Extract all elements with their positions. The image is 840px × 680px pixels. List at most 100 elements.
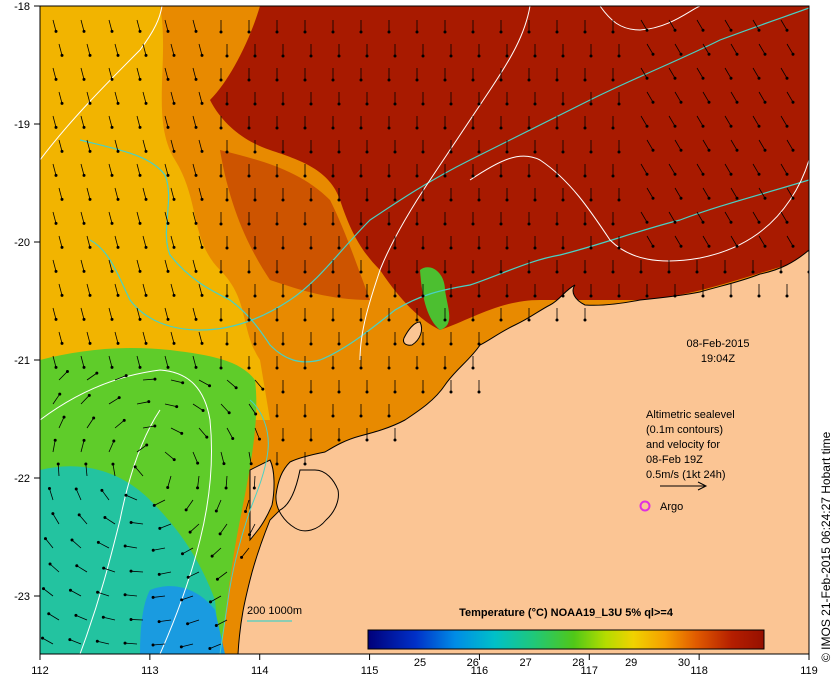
velocity-arrow xyxy=(337,428,341,442)
velocity-arrow xyxy=(157,571,172,576)
velocity-arrow xyxy=(611,212,615,226)
velocity-arrow xyxy=(136,400,151,405)
velocity-arrow xyxy=(808,68,809,69)
velocity-arrow xyxy=(640,211,649,224)
velocity-arrow xyxy=(555,164,559,178)
velocity-arrow xyxy=(415,20,419,34)
sealevel-contour xyxy=(359,6,531,361)
velocity-arrow xyxy=(533,44,537,58)
bathymetry-contour-inner xyxy=(219,399,269,654)
velocity-arrow xyxy=(779,260,783,274)
sealevel-contour xyxy=(599,6,701,31)
velocity-arrow xyxy=(198,139,204,153)
legend-line: (0.1m contours) xyxy=(646,424,723,436)
velocity-arrow xyxy=(192,355,198,369)
velocity-arrow xyxy=(164,115,170,129)
velocity-arrow xyxy=(80,67,86,81)
velocity-arrow xyxy=(331,20,335,34)
velocity-arrow xyxy=(359,260,363,274)
velocity-arrow xyxy=(337,236,341,250)
velocity-arrow xyxy=(303,164,307,178)
velocity-arrow xyxy=(309,92,313,106)
velocity-arrow xyxy=(58,43,64,57)
bathymetry-legend-label: 200 1000m xyxy=(247,605,302,617)
velocity-arrow xyxy=(100,488,110,501)
velocity-arrow xyxy=(387,20,391,34)
velocity-arrow xyxy=(365,140,369,154)
altimetry-legend: Altimetric sealevel (0.1m contours) and … xyxy=(639,409,735,513)
velocity-arrow xyxy=(365,380,369,394)
velocity-arrow xyxy=(505,236,509,250)
velocity-arrow xyxy=(724,67,733,80)
velocity-arrow xyxy=(170,283,176,297)
velocity-arrow xyxy=(583,212,587,226)
velocity-arrow xyxy=(281,332,285,346)
x-tick-label: 114 xyxy=(251,665,269,677)
velocity-arrow xyxy=(281,140,285,154)
velocity-arrow xyxy=(505,140,509,154)
velocity-arrow xyxy=(758,43,767,56)
velocity-arrow xyxy=(151,547,166,552)
velocity-arrow xyxy=(589,44,593,58)
velocity-arrow xyxy=(111,462,116,477)
velocity-arrow xyxy=(337,380,341,394)
velocity-arrow xyxy=(589,140,593,154)
velocity-arrow xyxy=(281,380,285,394)
velocity-arrow xyxy=(281,428,285,442)
velocity-arrow xyxy=(808,164,809,165)
velocity-arrow xyxy=(47,612,60,621)
velocity-arrow xyxy=(102,566,116,573)
velocity-arrow xyxy=(103,515,116,525)
velocity-arrow xyxy=(477,140,481,154)
velocity-arrow xyxy=(52,438,57,453)
colorbar-tick-label: 27 xyxy=(519,657,531,669)
velocity-arrow xyxy=(365,332,369,346)
velocity-arrow xyxy=(695,260,699,274)
velocity-arrow xyxy=(415,308,419,322)
velocity-arrow xyxy=(421,236,425,250)
velocity-arrow xyxy=(758,187,767,200)
velocity-arrow xyxy=(275,452,279,466)
velocity-arrow xyxy=(611,68,615,82)
velocity-arrow xyxy=(281,236,285,250)
velocity-arrow xyxy=(303,356,307,370)
velocity-arrow xyxy=(303,68,307,82)
velocity-arrow xyxy=(275,212,279,226)
velocity-arrow xyxy=(108,396,121,405)
velocity-arrow xyxy=(225,188,229,202)
velocity-arrow xyxy=(617,44,621,58)
velocity-arrow xyxy=(758,235,767,248)
velocity-arrow xyxy=(668,115,677,128)
velocity-arrow xyxy=(52,67,58,81)
velocity-arrow xyxy=(253,44,257,58)
velocity-arrow xyxy=(337,332,341,346)
x-tick-label: 115 xyxy=(361,665,379,677)
colorbar-tick-label: 29 xyxy=(625,657,637,669)
velocity-arrow xyxy=(80,355,86,369)
velocity-arrow xyxy=(56,462,60,477)
velocity-arrow xyxy=(443,260,447,274)
velocity-arrow xyxy=(443,308,447,322)
colorbar-gradient xyxy=(367,629,765,650)
velocity-arrow xyxy=(309,236,313,250)
bathymetry-legend: 200 1000m xyxy=(247,605,302,622)
velocity-arrow xyxy=(331,356,335,370)
velocity-arrow xyxy=(192,259,198,273)
image-date: 08-Feb-2015 xyxy=(687,338,750,350)
velocity-arrow xyxy=(393,428,397,442)
velocity-arrow xyxy=(421,140,425,154)
velocity-arrow xyxy=(52,259,58,273)
velocity-arrow xyxy=(415,164,419,178)
velocity-arrow xyxy=(724,19,733,32)
velocity-arrow xyxy=(84,462,88,477)
bathymetry-contour-200m xyxy=(79,139,809,363)
velocity-arrow xyxy=(219,308,223,322)
velocity-arrow xyxy=(780,19,789,32)
velocity-arrow xyxy=(226,379,238,390)
legend-line: 08-Feb 19Z xyxy=(646,454,703,466)
velocity-arrow xyxy=(617,236,621,250)
velocity-arrow xyxy=(365,236,369,250)
velocity-arrow xyxy=(108,355,114,369)
velocity-arrow xyxy=(198,43,204,57)
velocity-arrow xyxy=(611,164,615,178)
